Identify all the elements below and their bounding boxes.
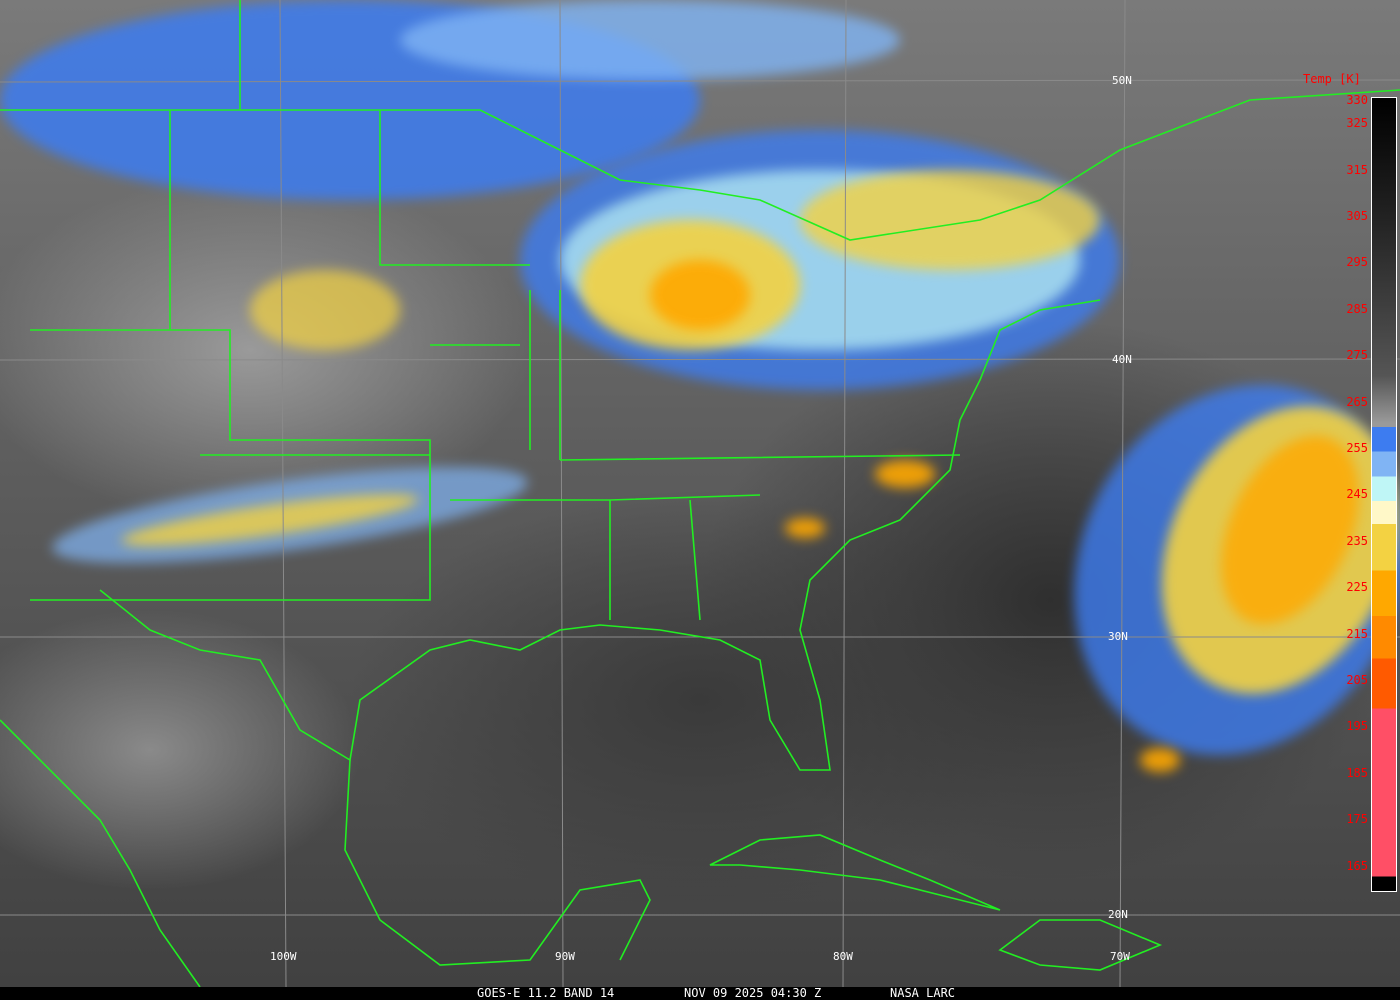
grid-line-80w	[842, 0, 847, 988]
cloud-atlantic-south	[1140, 748, 1180, 772]
lon-label-90w: 90W	[555, 950, 575, 963]
caption-product: GOES-E 11.2 BAND 14	[477, 986, 615, 1000]
colorbar-tick-label: 185	[1346, 765, 1368, 780]
cloud-plains	[250, 270, 400, 350]
lat-label-20n: 20N	[1108, 908, 1128, 921]
grid-line-70w	[1119, 0, 1126, 988]
cloud-georgia	[785, 518, 825, 538]
colorbar-tick-label: 305	[1346, 209, 1368, 223]
cloud-northeast-yellow	[800, 170, 1100, 270]
colorbar-tick-label: 205	[1346, 673, 1368, 687]
grid-line-90w	[559, 0, 564, 988]
colorbar-tick-label: 295	[1346, 255, 1368, 270]
colorbar-tick-label: 225	[1346, 580, 1368, 595]
grid-line-40n	[0, 358, 1400, 361]
lon-label-80w: 80W	[833, 950, 853, 963]
lat-label-30n: 30N	[1108, 630, 1128, 643]
colorbar-tick-label: 330	[1346, 93, 1368, 107]
grid-line-100w	[279, 0, 287, 988]
cloud-great-lakes-core	[650, 260, 750, 330]
caption-source: NASA LARC	[890, 986, 956, 1000]
mexico-coast	[0, 719, 651, 988]
colorbar-tick-label: 235	[1346, 533, 1368, 548]
colorbar-tick-label: 195	[1346, 719, 1368, 734]
caption-datetime: NOV 09 2025 04:30 Z	[684, 986, 822, 1000]
grid-line-50n	[0, 79, 1400, 83]
colorbar-tick-label: 275	[1346, 348, 1368, 363]
colorbar-tick-label: 175	[1346, 812, 1368, 827]
gulf-coast	[99, 299, 1101, 771]
colorbar-tick-label: 285	[1346, 301, 1368, 316]
lat-label-50n: 50N	[1112, 74, 1132, 87]
hispaniola	[998, 919, 1163, 971]
cuba	[709, 834, 1001, 911]
colorbar-tick-label: 215	[1346, 626, 1368, 641]
colorbar-tick-label: 325	[1346, 116, 1368, 131]
temperature-colorbar	[1371, 97, 1397, 892]
colorbar-tick-label: 245	[1346, 487, 1368, 502]
colorbar-tick-label: 255	[1346, 441, 1368, 455]
colorbar-title: Temp [K]	[1303, 72, 1361, 86]
cloud-band-north-light	[400, 0, 900, 80]
colorbar-tick-label: 315	[1346, 162, 1368, 177]
colorbar-tick-label: 165	[1346, 858, 1368, 873]
colorbar-tick-label: 265	[1346, 394, 1368, 409]
image-caption: GOES-E 11.2 BAND 14 NOV 09 2025 04:30 Z …	[0, 987, 1400, 1000]
lon-label-70w: 70W	[1110, 950, 1130, 963]
lat-label-40n: 40N	[1112, 353, 1132, 366]
state-borders	[30, 0, 961, 621]
us-canada-border	[0, 89, 1400, 241]
lon-label-100w: 100W	[270, 950, 297, 963]
cloud-carolina	[875, 460, 935, 488]
